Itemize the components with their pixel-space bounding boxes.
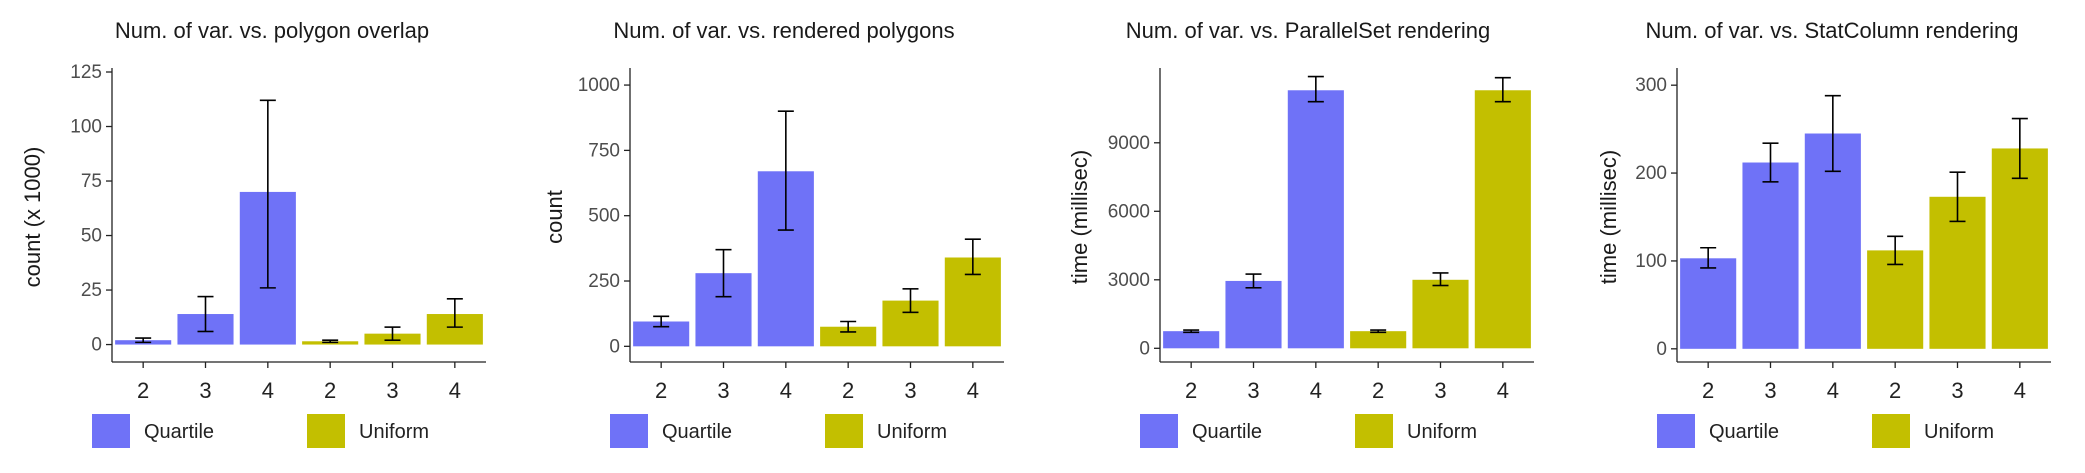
x-tick-label: 2: [324, 378, 336, 403]
x-tick-label: 3: [1951, 378, 1963, 403]
x-tick-label: 4: [1310, 378, 1322, 403]
y-tick-label: 250: [588, 271, 620, 292]
legend-label-quartile: Quartile: [144, 421, 214, 443]
y-axis-label: count: [542, 190, 567, 244]
x-tick-label: 2: [1702, 378, 1714, 403]
y-tick-label: 0: [1656, 339, 1667, 360]
x-tick-label: 4: [262, 378, 274, 403]
x-tick-label: 4: [967, 378, 979, 403]
x-tick-label: 2: [842, 378, 854, 403]
legend-label-uniform: Uniform: [359, 421, 429, 443]
legend-swatch-uniform: [1872, 414, 1910, 448]
y-tick-label: 50: [81, 226, 102, 247]
y-tick-label: 25: [81, 280, 102, 301]
legend-swatch-quartile: [1140, 414, 1178, 448]
y-tick-label: 100: [1635, 251, 1667, 272]
x-tick-label: 3: [1247, 378, 1259, 403]
y-axis-label: time (millisec): [1596, 150, 1621, 284]
x-tick-label: 2: [1372, 378, 1384, 403]
bar-uniform-2: [820, 326, 877, 347]
x-tick-label: 3: [386, 378, 398, 403]
chart-title: Num. of var. vs. rendered polygons: [613, 18, 954, 43]
legend-label-quartile: Quartile: [1709, 421, 1779, 443]
chart-panel-1: Num. of var. vs. polygon overlap count (x…: [20, 18, 486, 448]
x-tick-label: 2: [1889, 378, 1901, 403]
y-tick-label: 300: [1635, 75, 1667, 96]
chart-panel-4: Num. of var. vs. StatColumn rendering tim…: [1596, 18, 2051, 448]
y-tick-label: 0: [1139, 338, 1150, 359]
legend-label-uniform: Uniform: [877, 421, 947, 443]
x-tick-label: 3: [1764, 378, 1776, 403]
bar-uniform-4: [1991, 148, 2048, 349]
bar-quartile-4: [1287, 90, 1344, 349]
legend-swatch-quartile: [1657, 414, 1695, 448]
chart-panel-2: Num. of var. vs. rendered polygons count 0…: [542, 18, 1004, 448]
legend-label-quartile: Quartile: [1192, 421, 1262, 443]
legend-label-uniform: Uniform: [1407, 421, 1477, 443]
legend-swatch-quartile: [610, 414, 648, 448]
y-tick-label: 6000: [1108, 201, 1150, 222]
legend-swatch-quartile: [92, 414, 130, 448]
x-tick-label: 4: [1827, 378, 1839, 403]
x-tick-label: 4: [2014, 378, 2026, 403]
x-tick-label: 2: [1185, 378, 1197, 403]
y-tick-label: 3000: [1108, 270, 1150, 291]
bar-quartile-3: [1225, 280, 1282, 349]
chart-title: Num. of var. vs. polygon overlap: [115, 18, 429, 43]
x-tick-label: 3: [717, 378, 729, 403]
bar-uniform-3: [1412, 279, 1469, 349]
bar-uniform-2: [1350, 331, 1407, 349]
legend-label-uniform: Uniform: [1924, 421, 1994, 443]
legend-swatch-uniform: [307, 414, 345, 448]
chart-title: Num. of var. vs. StatColumn rendering: [1646, 18, 2019, 43]
x-tick-label: 4: [780, 378, 792, 403]
x-tick-label: 3: [199, 378, 211, 403]
x-tick-label: 2: [655, 378, 667, 403]
bar-quartile-2: [1680, 258, 1737, 349]
bar-quartile-2: [1163, 331, 1220, 349]
y-axis-label: time (millisec): [1067, 150, 1092, 284]
legend-swatch-uniform: [825, 414, 863, 448]
legend-label-quartile: Quartile: [662, 421, 732, 443]
bar-quartile-3: [1742, 162, 1799, 349]
y-tick-label: 100: [70, 117, 102, 138]
chart-panel-3: Num. of var. vs. ParallelSet rendering ti…: [1067, 18, 1534, 448]
x-tick-label: 4: [1497, 378, 1509, 403]
bar-uniform-4: [1474, 90, 1531, 349]
y-tick-label: 75: [81, 171, 102, 192]
x-tick-label: 3: [904, 378, 916, 403]
y-tick-label: 0: [609, 336, 620, 357]
y-tick-label: 125: [70, 62, 102, 83]
y-tick-label: 500: [588, 206, 620, 227]
y-tick-label: 750: [588, 140, 620, 161]
y-tick-label: 200: [1635, 163, 1667, 184]
y-tick-label: 1000: [578, 75, 620, 96]
x-tick-label: 2: [137, 378, 149, 403]
bar-uniform-2: [1867, 250, 1924, 349]
y-tick-label: 0: [91, 335, 102, 356]
x-tick-label: 4: [449, 378, 461, 403]
y-axis-label: count (x 1000): [20, 147, 45, 288]
y-tick-label: 9000: [1108, 133, 1150, 154]
x-tick-label: 3: [1434, 378, 1446, 403]
legend-swatch-uniform: [1355, 414, 1393, 448]
chart-title: Num. of var. vs. ParallelSet rendering: [1126, 18, 1490, 43]
